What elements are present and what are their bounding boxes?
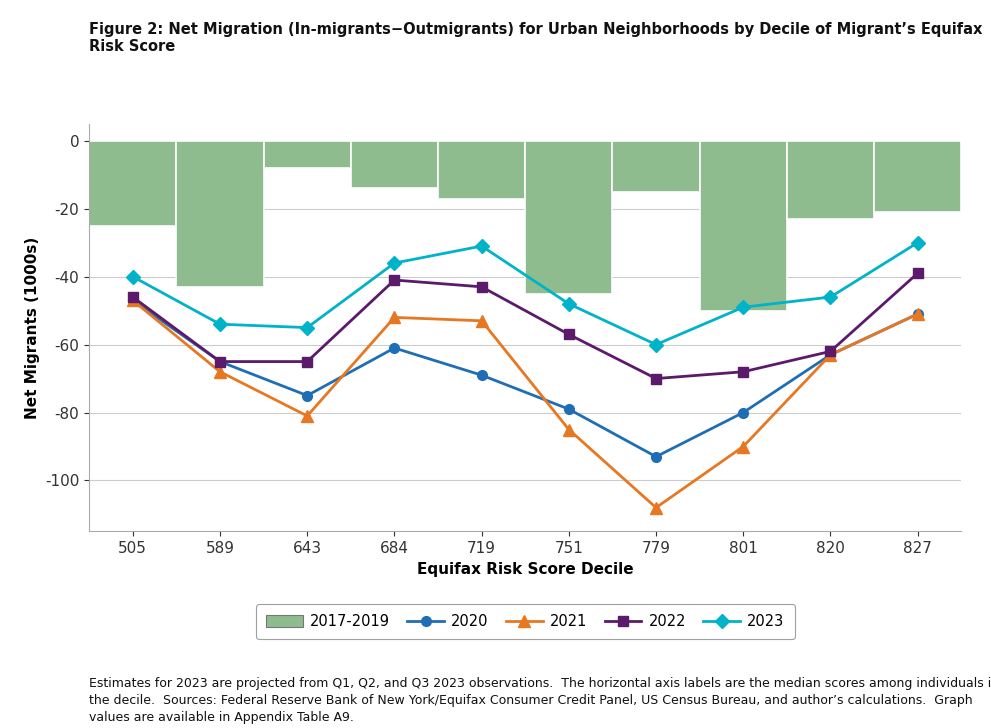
2020 — [563, 405, 575, 414]
X-axis label: Equifax Risk Score Decile: Equifax Risk Score Decile — [417, 562, 633, 577]
2021 — [737, 442, 749, 451]
Legend: 2017-2019, 2020, 2021, 2022, 2023: 2017-2019, 2020, 2021, 2022, 2023 — [256, 604, 795, 639]
Line: 2022: 2022 — [128, 269, 923, 384]
2023 — [301, 323, 313, 332]
2023 — [737, 303, 749, 312]
Bar — [874, 141, 961, 212]
2020 — [388, 344, 400, 352]
2022 — [301, 357, 313, 366]
Bar — [612, 141, 700, 191]
Bar — [176, 141, 264, 287]
2020 — [476, 371, 488, 379]
2023 — [476, 242, 488, 250]
2021 — [214, 368, 226, 376]
2020 — [214, 357, 226, 366]
2020 — [301, 391, 313, 400]
2022 — [127, 293, 139, 301]
2021 — [825, 350, 836, 359]
2020 — [737, 408, 749, 417]
2021 — [476, 317, 488, 325]
2023 — [563, 299, 575, 308]
Line: 2021: 2021 — [127, 295, 924, 513]
2020 — [825, 350, 836, 359]
2022 — [650, 374, 662, 383]
2020 — [650, 452, 662, 461]
Bar — [438, 141, 525, 199]
2020 — [127, 296, 139, 305]
Text: Figure 2: Net Migration (In-migrants−Outmigrants) for Urban Neighborhoods by Dec: Figure 2: Net Migration (In-migrants−Out… — [89, 22, 982, 55]
Bar — [89, 141, 176, 226]
2021 — [301, 411, 313, 420]
2022 — [563, 330, 575, 339]
2022 — [825, 347, 836, 356]
2022 — [737, 368, 749, 376]
Text: Estimates for 2023 are projected from Q1, Q2, and Q3 2023 observations.  The hor: Estimates for 2023 are projected from Q1… — [89, 677, 991, 724]
2022 — [388, 276, 400, 285]
Line: 2020: 2020 — [128, 296, 923, 462]
Bar — [700, 141, 787, 311]
2021 — [912, 309, 924, 318]
2021 — [563, 425, 575, 434]
2023 — [388, 258, 400, 267]
2022 — [476, 282, 488, 291]
2021 — [388, 313, 400, 322]
2022 — [912, 269, 924, 277]
2022 — [214, 357, 226, 366]
Bar — [525, 141, 612, 293]
2021 — [650, 503, 662, 512]
Y-axis label: Net Migrants (1000s): Net Migrants (1000s) — [25, 237, 40, 419]
2023 — [127, 272, 139, 281]
2023 — [912, 238, 924, 247]
Line: 2023: 2023 — [128, 238, 923, 349]
2023 — [214, 320, 226, 328]
2020 — [912, 309, 924, 318]
2023 — [825, 293, 836, 301]
2021 — [127, 296, 139, 305]
2023 — [650, 340, 662, 349]
Bar — [787, 141, 874, 219]
Bar — [264, 141, 351, 168]
Bar — [351, 141, 438, 189]
